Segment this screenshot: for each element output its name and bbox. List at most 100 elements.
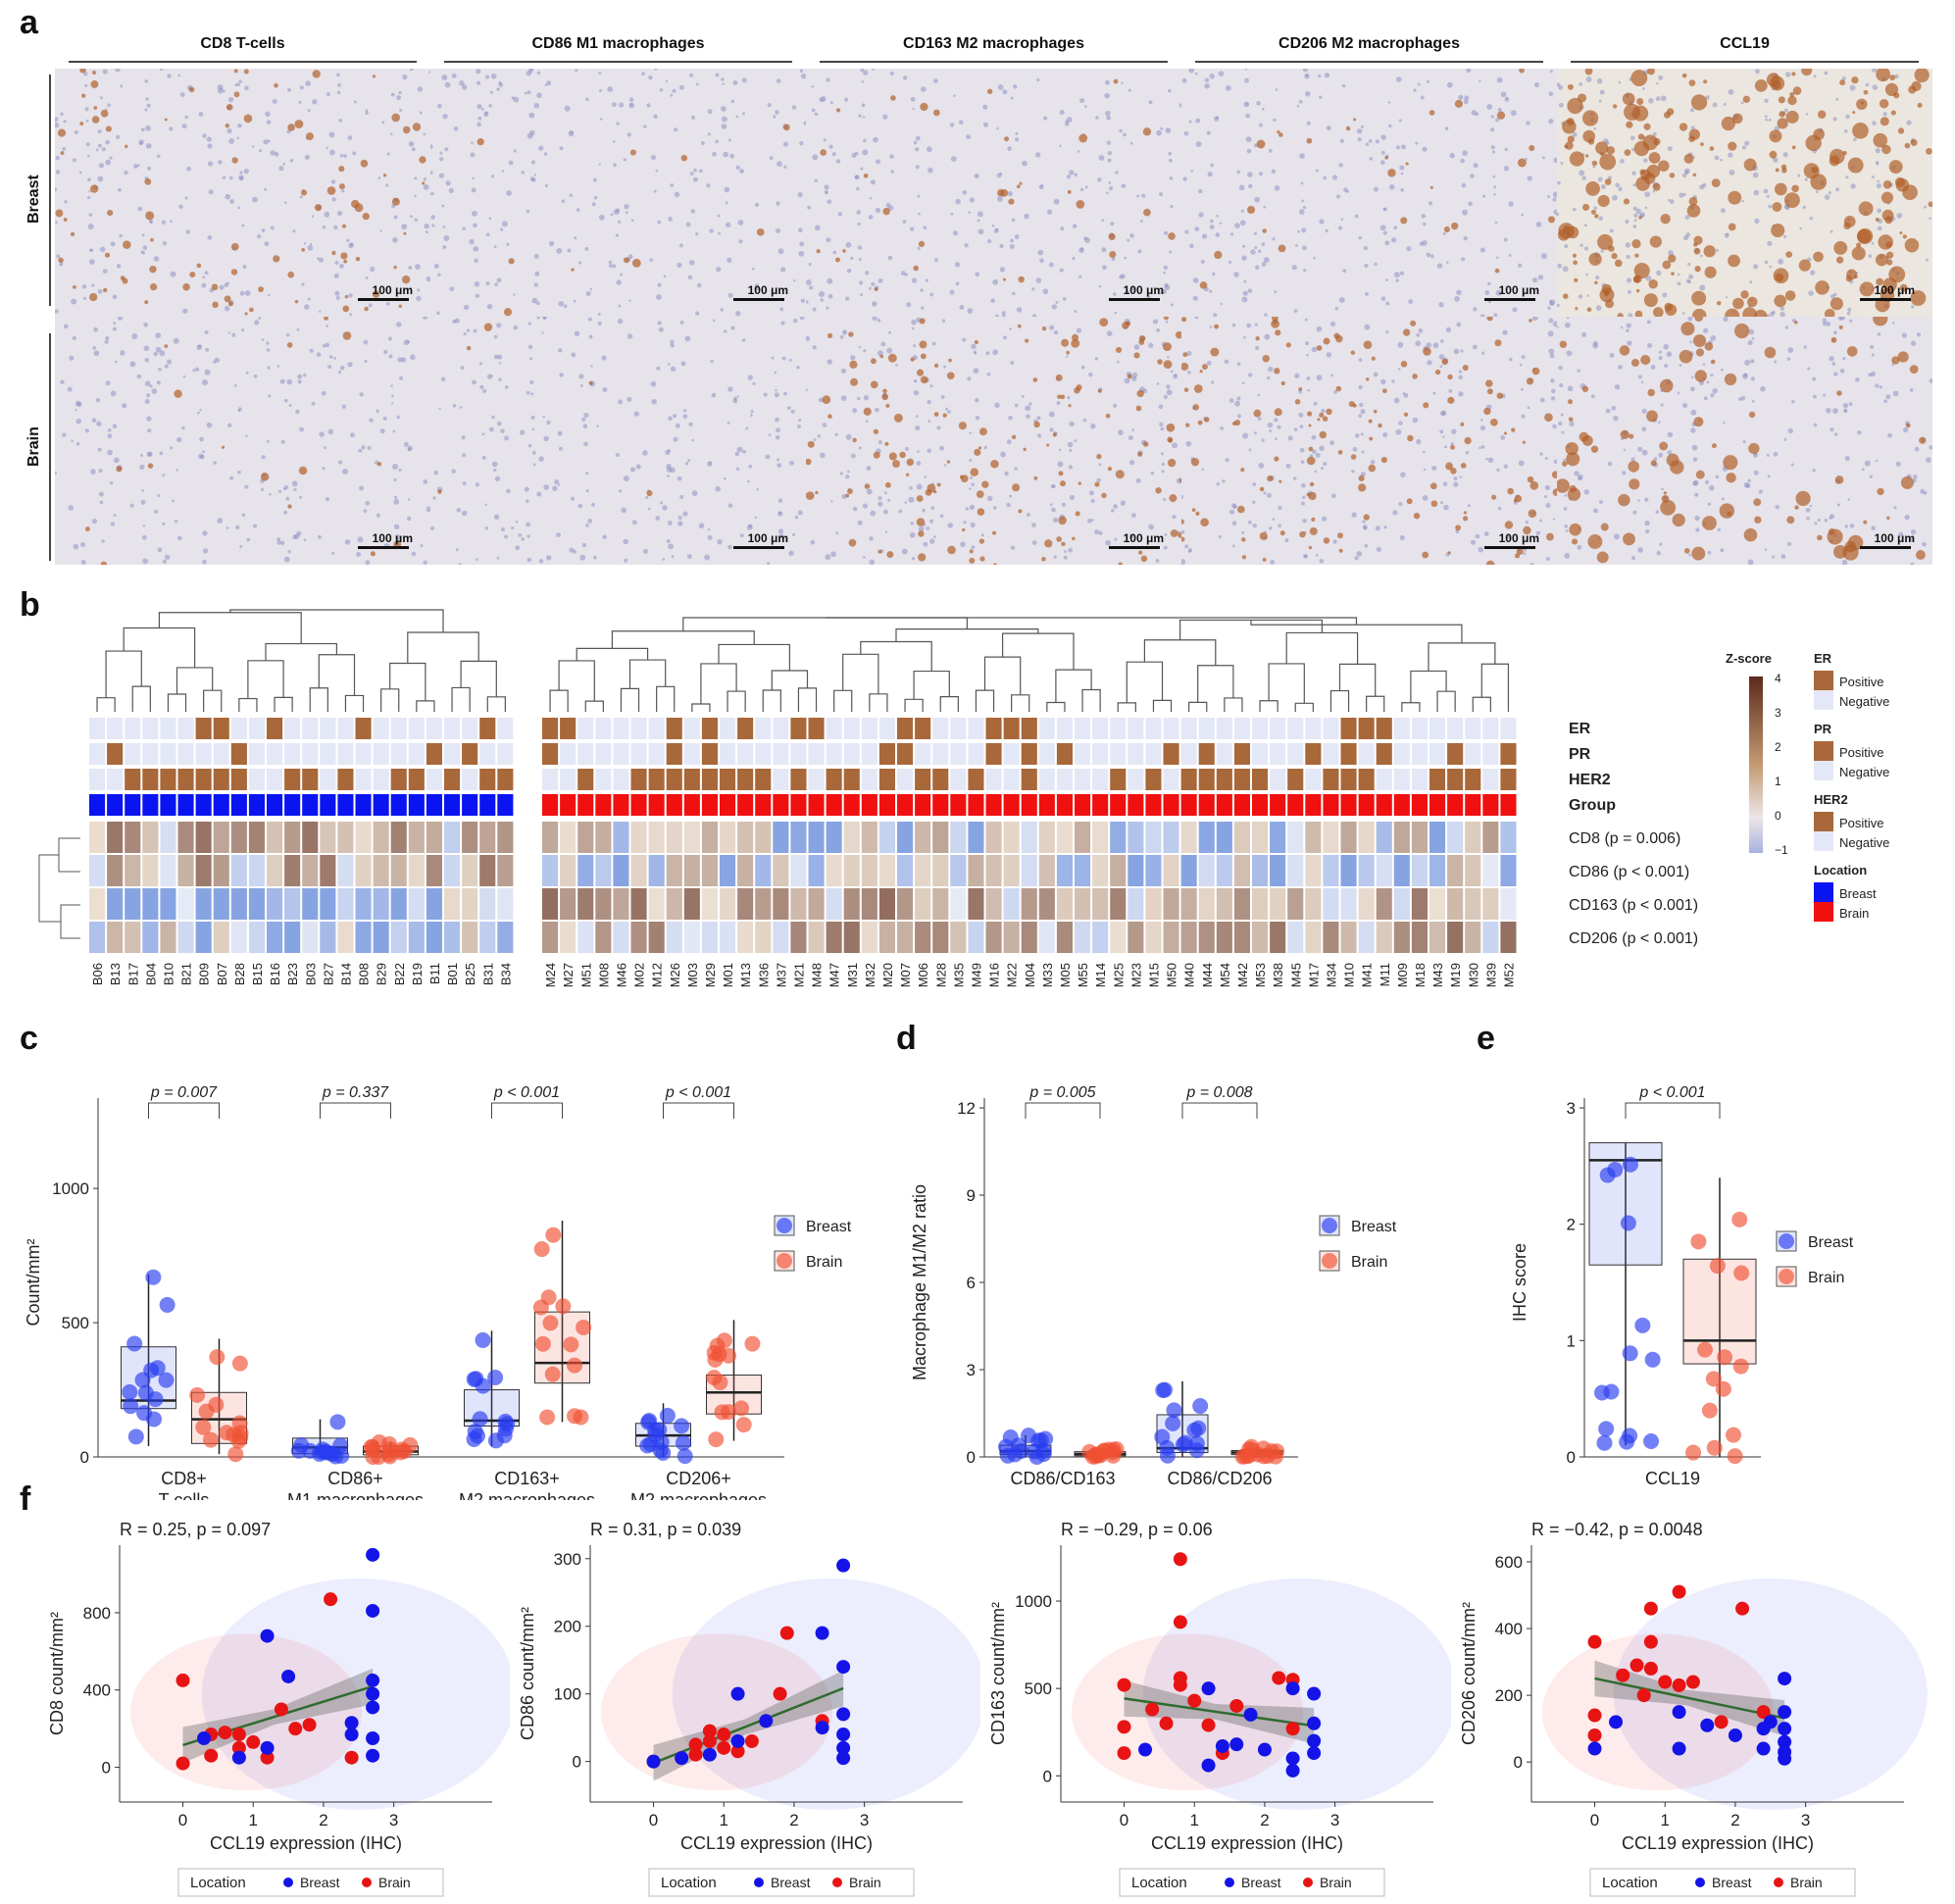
nucleus: [1715, 248, 1719, 252]
nucleus: [1209, 326, 1213, 328]
nucleus: [940, 394, 945, 399]
marker-row-label: CD8 (p = 0.006): [1569, 830, 1680, 847]
dendrogram-branch: [1472, 696, 1491, 712]
nucleus: [441, 75, 448, 80]
nucleus: [333, 225, 338, 230]
nucleus: [365, 560, 371, 565]
nucleus: [1360, 409, 1366, 415]
sample-label: M04: [1023, 963, 1037, 987]
nucleus: [430, 526, 435, 531]
nucleus: [453, 125, 459, 131]
nucleus: [207, 143, 213, 149]
nucleus: [534, 271, 540, 276]
stain-spot: [1109, 250, 1117, 258]
panel-letter-f: f: [20, 1480, 31, 1518]
stain-spot: [1781, 168, 1787, 174]
nucleus: [1206, 361, 1212, 366]
annotation-cell: [479, 718, 496, 739]
nucleus: [1704, 479, 1710, 484]
heatmap-cell: [355, 855, 372, 886]
stain-spot: [55, 209, 64, 218]
breast-point: [1243, 1707, 1258, 1722]
heatmap-cell: [390, 855, 407, 886]
nucleus: [931, 341, 936, 346]
nucleus: [999, 172, 1003, 175]
stain-spot: [1133, 352, 1140, 359]
data-point: [149, 1360, 166, 1377]
stain-spot: [1407, 434, 1414, 442]
annotation-cell: [177, 743, 194, 765]
nucleus: [1246, 102, 1249, 106]
heatmap-cell: [89, 855, 106, 886]
nucleus: [776, 78, 781, 83]
heatmap-cell: [1447, 855, 1464, 886]
nucleus: [1545, 556, 1550, 561]
stain-spot: [1557, 478, 1570, 493]
nucleus: [829, 500, 833, 503]
x-axis-title: CCL19 expression (IHC): [1622, 1833, 1814, 1853]
stain-spot: [1434, 369, 1441, 376]
nucleus: [84, 428, 89, 433]
nucleus: [1194, 72, 1198, 75]
data-point: [126, 1335, 143, 1352]
heatmap-cell: [1500, 922, 1517, 953]
stain-spot: [1275, 329, 1281, 336]
sample-label: M43: [1430, 963, 1445, 987]
stain-spot: [1596, 551, 1609, 564]
sample-label: B25: [463, 963, 477, 985]
nucleus: [1804, 177, 1808, 181]
nucleus: [145, 97, 149, 101]
nucleus: [810, 539, 816, 545]
stain-spot: [1711, 443, 1717, 449]
stain-spot: [1319, 430, 1327, 439]
nucleus: [1747, 340, 1753, 346]
nucleus: [285, 332, 290, 337]
data-point: [1190, 1420, 1207, 1436]
stain-spot: [1599, 153, 1617, 171]
heatmap-cell: [195, 822, 212, 853]
nucleus: [1163, 265, 1169, 271]
y-tick-label: 600: [1495, 1553, 1523, 1572]
nucleus: [305, 80, 311, 86]
data-point: [1622, 1156, 1638, 1173]
nucleus: [363, 509, 368, 513]
nucleus: [1668, 250, 1674, 256]
nucleus: [717, 538, 723, 545]
nucleus: [1275, 88, 1278, 91]
nucleus: [458, 563, 462, 565]
heatmap-cell: [1128, 822, 1144, 853]
nucleus: [1166, 384, 1171, 389]
stain-spot: [1450, 444, 1455, 450]
brain-point: [1159, 1716, 1174, 1730]
heatmap-cell: [843, 888, 860, 920]
annotation-cell: [683, 718, 700, 739]
nucleus: [1068, 547, 1074, 553]
sample-label: M50: [1165, 963, 1179, 987]
nucleus: [343, 154, 347, 158]
dendrogram-branch: [1338, 663, 1377, 697]
data-point: [555, 1298, 572, 1315]
brain-point: [1145, 1702, 1160, 1717]
nucleus: [985, 351, 990, 356]
nucleus: [996, 126, 999, 130]
stain-spot: [196, 263, 202, 269]
breast-point: [759, 1714, 774, 1729]
sample-label: M10: [1342, 963, 1357, 987]
nucleus: [950, 156, 957, 162]
nucleus: [60, 112, 64, 116]
nucleus: [775, 388, 777, 392]
nucleus: [548, 240, 555, 247]
stain-spot: [227, 301, 233, 307]
stain-spot: [1507, 487, 1514, 495]
nucleus: [494, 282, 499, 287]
annotation-cell: [932, 769, 949, 790]
stain-spot: [1905, 423, 1911, 428]
data-point: [195, 1419, 212, 1435]
heatmap-cell: [444, 888, 461, 920]
nucleus: [1475, 112, 1479, 117]
nucleus: [1369, 157, 1374, 161]
nucleus: [642, 450, 648, 456]
nucleus: [1846, 311, 1851, 316]
nucleus: [737, 220, 744, 225]
